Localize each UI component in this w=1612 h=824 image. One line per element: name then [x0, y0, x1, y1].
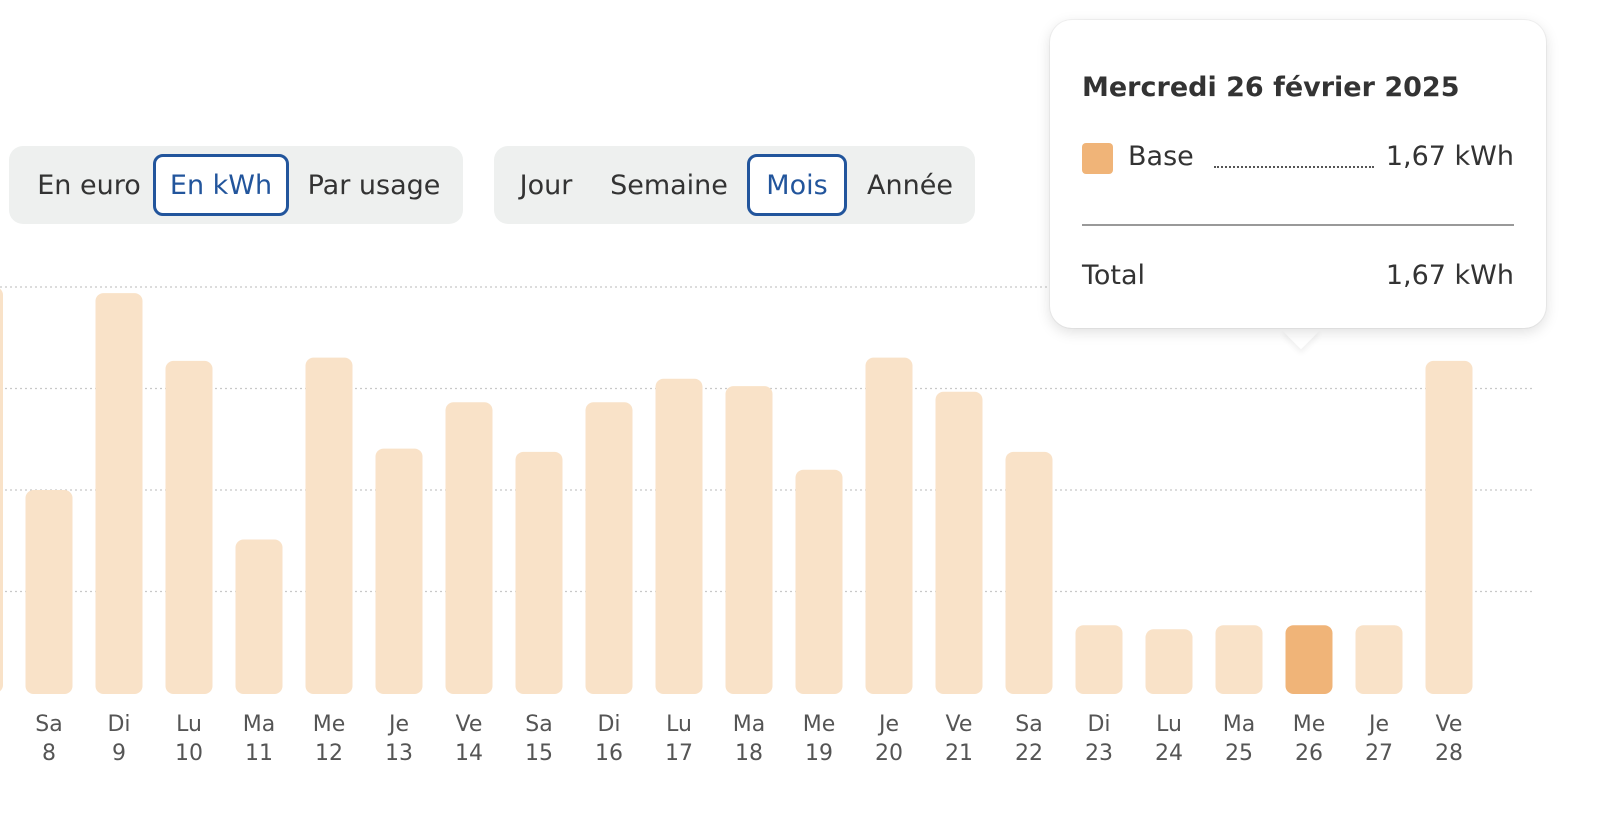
- tooltip-arrow-cover: [1278, 310, 1328, 328]
- tooltip-series-name: Base: [1128, 141, 1194, 172]
- bar[interactable]: [305, 357, 353, 694]
- toggle-jour[interactable]: Jour: [519, 169, 573, 201]
- period-toggle-group: Jour Semaine Mois Année: [494, 146, 975, 224]
- tooltip-series-swatch: [1082, 143, 1113, 174]
- toggle-par-usage[interactable]: Par usage: [307, 169, 441, 201]
- x-tick-date: 20: [875, 741, 903, 766]
- bar[interactable]: [445, 402, 493, 694]
- toggle-semaine[interactable]: Semaine: [610, 169, 728, 201]
- bar[interactable]: [375, 448, 423, 694]
- x-tick-date: 25: [1225, 741, 1253, 766]
- x-tick-date: 22: [1015, 741, 1043, 766]
- bar[interactable]: [1075, 625, 1123, 694]
- tooltip-total-value: 1,67 kWh: [1385, 260, 1514, 291]
- x-tick-day: Ma: [243, 712, 275, 737]
- x-tick-date: 21: [945, 741, 973, 766]
- bar[interactable]: [655, 378, 703, 694]
- x-tick-date: 23: [1085, 741, 1113, 766]
- bar[interactable]: [1425, 360, 1473, 694]
- tooltip-dot-leader: [1214, 166, 1374, 168]
- bar[interactable]: [95, 293, 143, 694]
- bar[interactable]: [1285, 625, 1333, 694]
- bar[interactable]: [235, 539, 283, 694]
- x-tick-date: 27: [1365, 741, 1393, 766]
- bar[interactable]: [1215, 625, 1263, 694]
- toggle-en-kwh[interactable]: En kWh: [153, 154, 289, 216]
- bar[interactable]: [1145, 629, 1193, 694]
- bar[interactable]: [585, 402, 633, 694]
- x-tick-day: Ma: [733, 712, 765, 737]
- x-tick-day: Je: [387, 712, 409, 737]
- toggle-annee[interactable]: Année: [867, 169, 953, 201]
- x-tick-day: Me: [313, 712, 346, 737]
- x-tick-date: 18: [735, 741, 763, 766]
- x-tick-day: Di: [107, 712, 130, 737]
- x-tick-day: Je: [1367, 712, 1389, 737]
- x-tick-date: 17: [665, 741, 693, 766]
- x-axis-labels: Sa 8 Di 9 Lu 10 Ma 11 Me 12 Je 13 Ve 14 Sa 15 Di 16 Lu 17 Ma…: [35, 712, 1463, 766]
- x-tick-date: 24: [1155, 741, 1183, 766]
- bar-edge[interactable]: [0, 287, 3, 693]
- tooltip-divider: [1082, 224, 1514, 226]
- x-tick-day: Ve: [1436, 712, 1463, 737]
- x-tick-day: Ma: [1223, 712, 1255, 737]
- x-tick-date: 26: [1295, 741, 1323, 766]
- x-tick-day: Di: [597, 712, 620, 737]
- bar[interactable]: [1355, 625, 1403, 694]
- bars: [0, 287, 1473, 694]
- x-tick-date: 10: [175, 741, 203, 766]
- x-tick-day: Sa: [1015, 712, 1042, 737]
- toggle-en-euro[interactable]: En euro: [37, 169, 141, 201]
- bar[interactable]: [725, 386, 773, 694]
- x-tick-date: 15: [525, 741, 553, 766]
- x-tick-day: Lu: [666, 712, 692, 737]
- x-tick-date: 13: [385, 741, 413, 766]
- bar[interactable]: [1005, 451, 1053, 694]
- x-tick-day: Sa: [525, 712, 552, 737]
- x-tick-date: 19: [805, 741, 833, 766]
- bar[interactable]: [165, 360, 213, 694]
- bar[interactable]: [935, 391, 983, 694]
- x-tick-day: Lu: [176, 712, 202, 737]
- toggle-mois[interactable]: Mois: [747, 154, 847, 216]
- bar[interactable]: [25, 490, 73, 694]
- x-tick-date: 14: [455, 741, 483, 766]
- x-tick-day: Ve: [456, 712, 483, 737]
- bar[interactable]: [865, 357, 913, 694]
- x-tick-date: 12: [315, 741, 343, 766]
- x-tick-day: Me: [803, 712, 836, 737]
- x-tick-day: Me: [1293, 712, 1326, 737]
- x-tick-day: Je: [877, 712, 899, 737]
- x-tick-date: 11: [245, 741, 273, 766]
- bar[interactable]: [515, 451, 563, 694]
- unit-toggle-group: En euro En kWh Par usage: [9, 146, 463, 224]
- x-tick-day: Lu: [1156, 712, 1182, 737]
- tooltip-total-label: Total: [1082, 260, 1146, 291]
- tooltip-date: Mercredi 26 février 2025: [1082, 72, 1460, 103]
- x-tick-date: 9: [112, 741, 126, 766]
- bar[interactable]: [795, 469, 843, 694]
- x-tick-day: Ve: [946, 712, 973, 737]
- x-tick-date: 8: [42, 741, 56, 766]
- x-tick-date: 28: [1435, 741, 1463, 766]
- tooltip: Mercredi 26 février 2025 Base 1,67 kWh T…: [1050, 20, 1546, 328]
- x-tick-day: Di: [1087, 712, 1110, 737]
- x-tick-day: Sa: [35, 712, 62, 737]
- x-tick-date: 16: [595, 741, 623, 766]
- tooltip-series-value: 1,67 kWh: [1385, 141, 1514, 172]
